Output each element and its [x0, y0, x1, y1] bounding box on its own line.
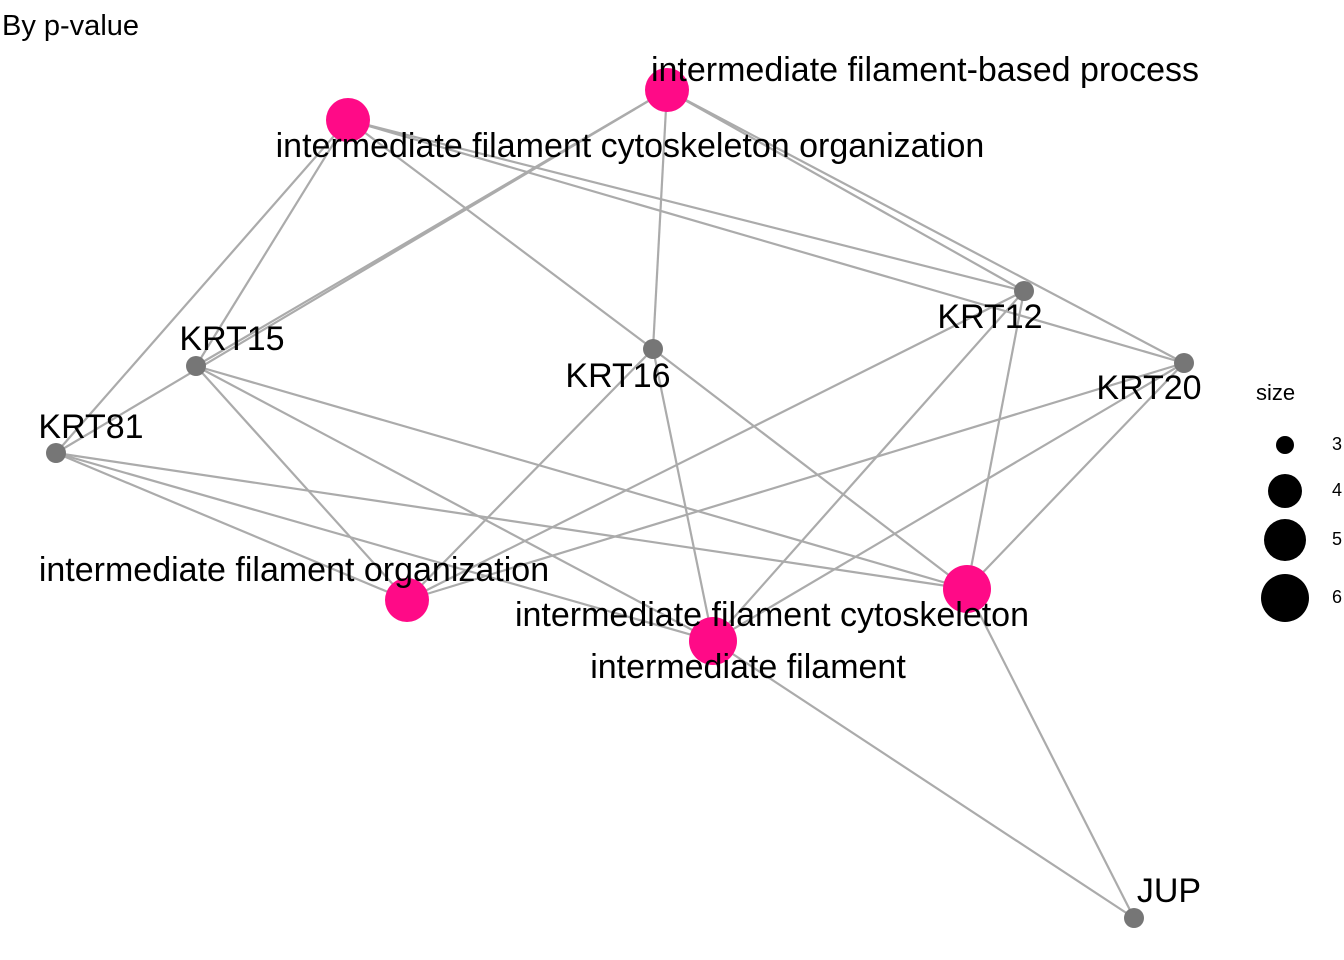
node-label-ifco: intermediate filament cytoskeleton organ…	[276, 127, 985, 165]
term-node-ifco	[326, 98, 370, 142]
legend-key-3	[1276, 436, 1294, 454]
term-node-ifo	[385, 578, 429, 622]
term-node-if	[689, 617, 737, 665]
legend-label-4: 4	[1332, 480, 1342, 500]
legend-key-4	[1268, 474, 1302, 508]
edge-ifco-KRT15	[195, 119, 349, 367]
edge-ifco-KRT16	[347, 119, 654, 350]
edge-ifc-KRT16	[652, 348, 968, 590]
edge-ifbp-KRT16	[651, 89, 669, 350]
node-label-KRT20: KRT20	[1096, 369, 1201, 407]
gene-node-KRT12	[1014, 281, 1034, 301]
legend-key-5	[1264, 519, 1306, 561]
node-label-KRT81: KRT81	[38, 408, 143, 446]
edge-if-JUP	[712, 640, 1135, 919]
edge-ifco-KRT12	[347, 118, 1025, 293]
legend-key-6	[1261, 574, 1309, 622]
edge-ifc-JUP	[966, 588, 1135, 919]
gene-node-JUP	[1124, 908, 1144, 928]
node-label-KRT12: KRT12	[937, 298, 1042, 336]
nodes-layer	[46, 68, 1194, 928]
edge-ifco-KRT20	[347, 118, 1185, 365]
term-node-ifc	[943, 565, 991, 613]
edge-if-KRT12	[712, 290, 1025, 642]
gene-node-KRT81	[46, 443, 66, 463]
edges-layer	[55, 89, 1185, 919]
edge-ifo-KRT15	[195, 365, 408, 601]
term-node-ifbp	[645, 68, 689, 112]
edge-ifco-KRT81	[55, 119, 349, 454]
node-label-ifbp: intermediate filament-based process	[651, 51, 1199, 89]
node-label-JUP: JUP	[1137, 872, 1201, 910]
size-legend: 3 4 5 6	[1261, 434, 1342, 622]
edge-ifbp-KRT12	[666, 89, 1025, 292]
edge-ifo-KRT16	[406, 348, 654, 601]
node-label-ifo: intermediate filament organization	[39, 551, 549, 589]
node-label-KRT16: KRT16	[565, 357, 670, 395]
gene-node-KRT16	[643, 339, 663, 359]
node-label-ifc: intermediate filament cytoskeleton	[515, 596, 1029, 634]
legend-label-5: 5	[1332, 529, 1342, 549]
edge-ifo-KRT81	[55, 451, 408, 602]
node-label-KRT15: KRT15	[179, 320, 284, 358]
gene-node-KRT20	[1174, 353, 1194, 373]
edge-ifc-KRT15	[195, 364, 968, 591]
edge-ifc-KRT81	[55, 451, 968, 591]
legend-title: size	[1256, 380, 1296, 405]
edge-ifo-KRT20	[406, 361, 1185, 602]
edge-if-KRT81	[55, 451, 714, 643]
gene-node-KRT15	[186, 356, 206, 376]
edge-ifbp-KRT81	[55, 89, 668, 454]
edge-ifc-KRT12	[965, 290, 1026, 590]
edge-ifbp-KRT20	[666, 89, 1185, 364]
chart-title: By p-value	[2, 10, 140, 42]
edge-ifc-KRT20	[966, 362, 1185, 590]
edge-if-KRT20	[712, 362, 1185, 642]
legend-label-6: 6	[1332, 587, 1342, 607]
legend-label-3: 3	[1332, 434, 1342, 454]
edge-if-KRT15	[195, 365, 714, 642]
node-label-if: intermediate filament	[590, 648, 906, 686]
edge-ifo-KRT12	[406, 290, 1025, 601]
edge-if-KRT16	[651, 348, 715, 642]
labels-layer: intermediate filament-based process inter…	[38, 51, 1201, 910]
